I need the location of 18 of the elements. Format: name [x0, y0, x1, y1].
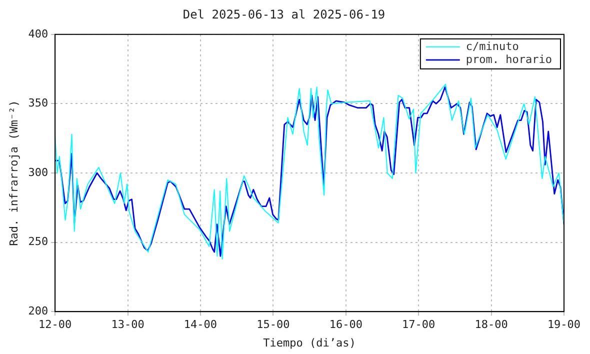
x-tick-label: 14-00 — [184, 318, 218, 332]
x-tick-label: 16-00 — [329, 318, 362, 332]
x-tick-label: 12-00 — [38, 318, 72, 332]
y-tick-label: 250 — [28, 235, 48, 248]
x-tick-label: 13-00 — [111, 318, 144, 332]
legend-label: c/minuto — [466, 40, 519, 53]
y-axis-title: Rad. infrarroja (Wm⁻²) — [7, 100, 20, 246]
x-tick-label: 17-00 — [402, 318, 436, 332]
x-axis-title: Tiempo (di’as) — [263, 336, 356, 350]
y-tick-label: 400 — [28, 27, 48, 40]
y-tick-label: 350 — [28, 96, 48, 110]
x-tick-label: 18-00 — [474, 318, 508, 332]
y-tick-label: 300 — [28, 166, 48, 179]
x-tick-label: 15-00 — [256, 318, 290, 332]
chart-title: Del 2025-06-13 al 2025-06-19 — [182, 7, 386, 22]
legend-label: prom. horario — [466, 52, 552, 66]
x-tick-label: 19-00 — [547, 318, 581, 332]
y-tick-label: 200 — [28, 304, 48, 318]
